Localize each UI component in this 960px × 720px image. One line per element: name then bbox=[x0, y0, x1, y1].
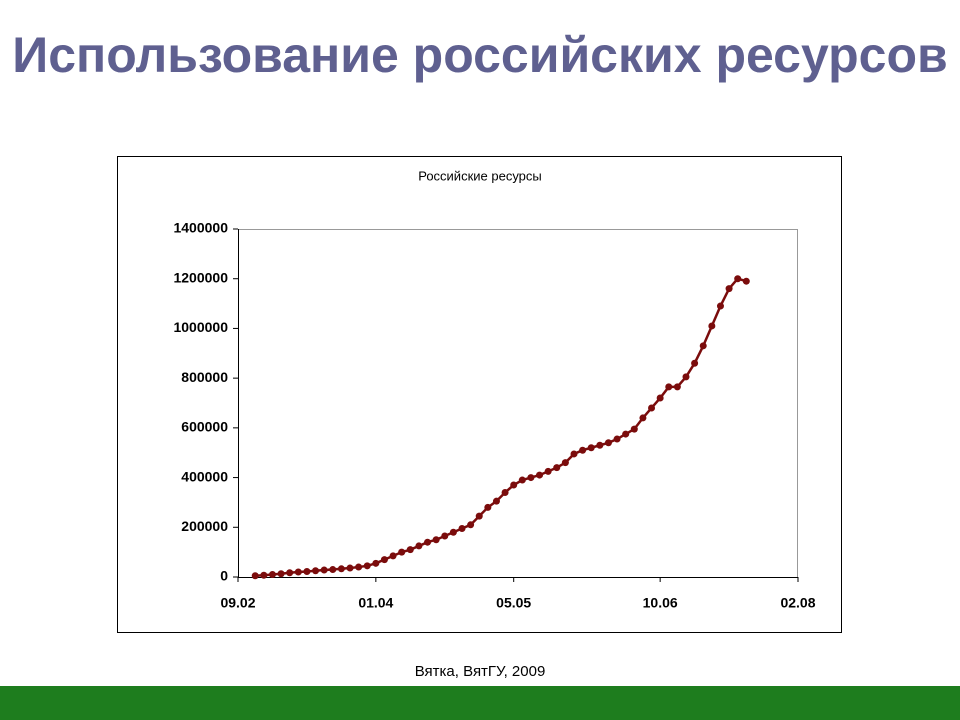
y-tick-label: 200000 bbox=[181, 518, 228, 534]
chart: Российские ресурсы 0 200000 400000 600000 80… bbox=[117, 156, 842, 633]
y-tick-label: 1200000 bbox=[173, 269, 228, 285]
slide-title: Использование российских ресурсов bbox=[12, 27, 948, 83]
data-point bbox=[501, 488, 509, 496]
data-point bbox=[527, 474, 535, 482]
data-point bbox=[337, 565, 345, 573]
data-point bbox=[725, 285, 733, 293]
data-point bbox=[389, 552, 397, 560]
data-point bbox=[251, 572, 259, 580]
data-point bbox=[406, 546, 414, 554]
y-tick-label: 1400000 bbox=[173, 220, 228, 236]
data-point bbox=[613, 435, 621, 443]
data-point bbox=[510, 481, 518, 489]
data-point bbox=[596, 441, 604, 449]
data-point bbox=[622, 430, 630, 438]
data-point bbox=[570, 450, 578, 458]
data-point bbox=[415, 542, 423, 550]
x-tick-label: 09.02 bbox=[220, 595, 255, 611]
data-point bbox=[372, 559, 380, 567]
data-point bbox=[363, 562, 371, 570]
data-point bbox=[260, 571, 268, 579]
data-point bbox=[294, 568, 302, 576]
data-point bbox=[699, 342, 707, 350]
data-point bbox=[277, 570, 285, 578]
x-tick-label: 10.06 bbox=[643, 595, 678, 611]
data-point bbox=[742, 277, 750, 285]
data-line bbox=[255, 277, 747, 578]
data-point bbox=[475, 512, 483, 520]
data-point bbox=[656, 394, 664, 402]
y-tick-label: 800000 bbox=[181, 369, 228, 385]
data-point bbox=[639, 414, 647, 422]
data-point bbox=[449, 528, 457, 536]
data-point bbox=[665, 383, 673, 391]
x-tick-label: 01.04 bbox=[358, 595, 393, 611]
data-point bbox=[587, 444, 595, 452]
data-point bbox=[467, 521, 475, 529]
data-point bbox=[682, 373, 690, 381]
footer: Вятка, ВятГУ, 2009 bbox=[414, 663, 546, 680]
data-point bbox=[458, 525, 466, 533]
y-tick-label: 600000 bbox=[181, 419, 228, 435]
x-tick-label: 02.08 bbox=[780, 595, 815, 611]
data-point bbox=[346, 564, 354, 572]
footer-band bbox=[0, 686, 960, 720]
y-tick-label: 1000000 bbox=[173, 319, 228, 335]
data-point bbox=[432, 536, 440, 544]
data-point bbox=[673, 383, 681, 391]
data-point bbox=[553, 464, 561, 472]
data-point bbox=[441, 532, 449, 540]
data-point bbox=[329, 566, 337, 574]
data-point bbox=[691, 359, 699, 367]
data-point bbox=[648, 404, 656, 412]
data-point bbox=[492, 497, 500, 505]
data-point bbox=[536, 471, 544, 479]
y-tick-label: 0 bbox=[220, 568, 228, 584]
data-point bbox=[544, 467, 552, 475]
data-point bbox=[355, 563, 363, 571]
data-point bbox=[579, 446, 587, 454]
data-point bbox=[630, 425, 638, 433]
data-point bbox=[303, 568, 311, 576]
data-point bbox=[268, 571, 276, 579]
plot-area bbox=[238, 229, 798, 578]
y-tick-label: 400000 bbox=[181, 468, 228, 484]
data-point bbox=[708, 322, 716, 330]
data-point bbox=[604, 439, 612, 447]
chart-title: Российские ресурсы bbox=[418, 168, 542, 183]
x-tick-label: 05.05 bbox=[496, 595, 531, 611]
data-point bbox=[716, 302, 724, 310]
data-point bbox=[380, 556, 388, 564]
data-point bbox=[320, 566, 328, 574]
data-point bbox=[424, 538, 432, 546]
data-point bbox=[561, 459, 569, 467]
data-point bbox=[286, 569, 294, 577]
data-point bbox=[312, 567, 320, 575]
data-point bbox=[484, 503, 492, 511]
data-point bbox=[518, 476, 526, 484]
data-point bbox=[398, 548, 406, 556]
data-point bbox=[734, 275, 742, 283]
